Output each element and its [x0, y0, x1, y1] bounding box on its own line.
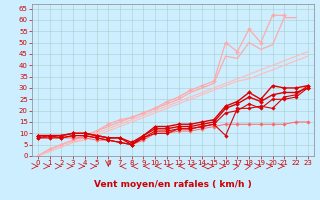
X-axis label: Vent moyen/en rafales ( km/h ): Vent moyen/en rafales ( km/h ) — [94, 180, 252, 189]
